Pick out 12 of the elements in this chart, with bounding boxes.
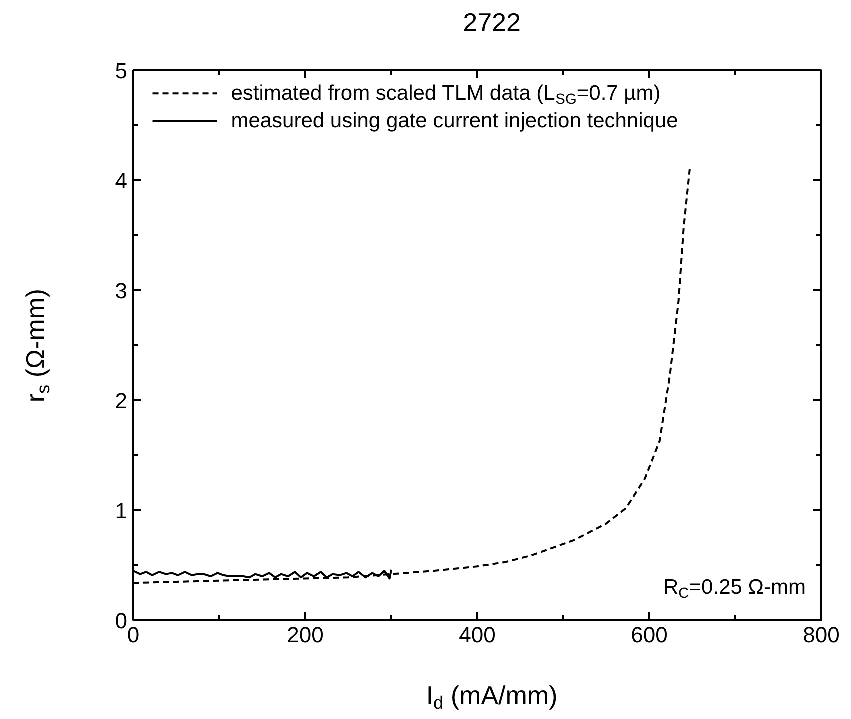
chart-title: 2722 <box>463 8 521 38</box>
y-tick-label: 4 <box>115 168 128 194</box>
y-axis-title: rs (Ω-mm) <box>20 288 54 403</box>
y-tick-label: 3 <box>115 278 128 304</box>
x-tick-label: 200 <box>287 622 324 648</box>
y-tick-label: 1 <box>115 498 128 524</box>
x-tick-label: 800 <box>803 622 840 648</box>
legend-label: measured using gate current injection technique <box>231 110 678 133</box>
x-tick-label: 600 <box>631 622 668 648</box>
x-tick-label: 400 <box>459 622 496 648</box>
y-tick-label: 5 <box>115 58 128 84</box>
y-tick-label: 2 <box>115 388 128 414</box>
